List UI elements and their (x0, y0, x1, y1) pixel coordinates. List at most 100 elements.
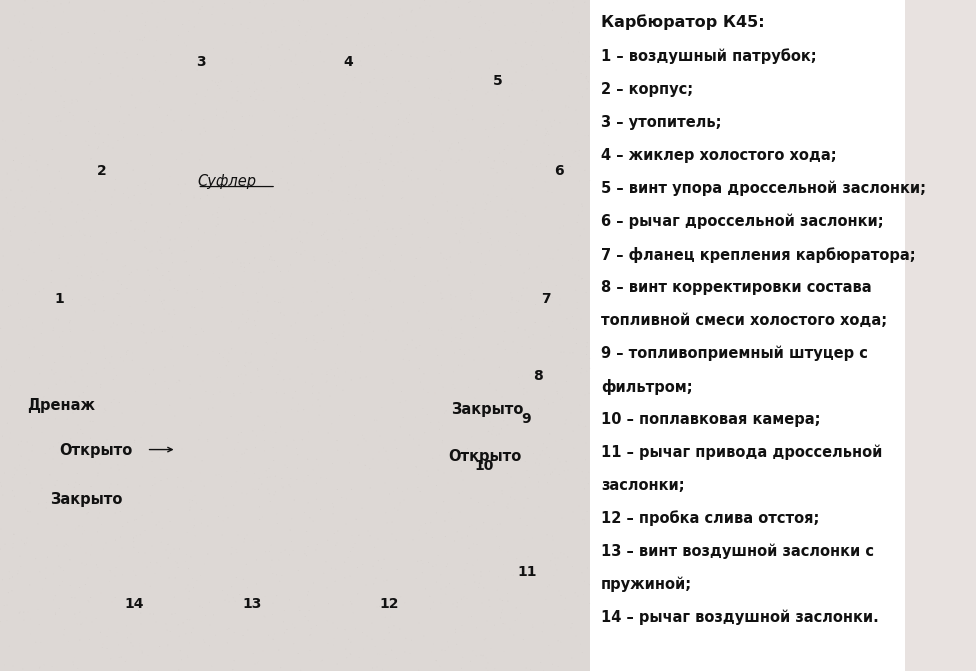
Point (499, 501, 514, 512)
Point (50, 475, 65, 486)
Point (214, 471, 229, 482)
Point (338, 624, 353, 635)
Point (266, 205, 282, 215)
Point (549, 564, 564, 575)
Point (253, 231, 268, 242)
Point (465, 101, 480, 111)
Point (547, 150, 562, 160)
Point (541, 105, 556, 116)
Point (239, 444, 255, 455)
Point (236, 448, 252, 458)
Point (395, 412, 411, 423)
Point (242, 0, 258, 7)
Point (376, 13, 391, 23)
Point (263, 426, 278, 437)
Point (371, 556, 386, 566)
Point (266, 105, 282, 115)
Point (189, 363, 205, 374)
Point (471, 156, 487, 167)
Point (467, 393, 482, 403)
Point (156, 304, 172, 315)
Point (46, 1, 61, 11)
Point (272, 266, 288, 277)
Point (381, 454, 396, 465)
Point (451, 248, 467, 259)
Point (380, 72, 395, 83)
Point (497, 20, 512, 31)
Point (506, 570, 521, 580)
Point (0, 544, 9, 554)
Point (401, 219, 417, 229)
Point (180, 288, 195, 299)
Point (85, 299, 101, 310)
Point (91, 401, 106, 411)
Point (457, 133, 472, 144)
Point (549, 64, 564, 75)
Point (571, 420, 587, 431)
Point (12, 551, 27, 562)
Point (6, 155, 21, 166)
Point (288, 59, 304, 70)
Point (305, 464, 321, 475)
Point (571, 255, 587, 266)
Point (67, 592, 83, 603)
Point (57, 450, 72, 460)
Point (519, 135, 535, 146)
Point (451, 2, 467, 13)
Point (70, 522, 86, 533)
Point (83, 450, 99, 460)
Point (557, 604, 573, 615)
Point (79, 509, 95, 519)
Point (49, 379, 64, 390)
Point (159, 110, 175, 121)
Point (422, 323, 437, 334)
Point (110, 276, 126, 287)
Point (446, 366, 462, 377)
Point (69, 270, 85, 281)
Point (82, 634, 98, 645)
Point (265, 568, 281, 579)
Point (150, 7, 166, 18)
Point (572, 28, 588, 38)
Point (478, 89, 494, 99)
Point (531, 635, 547, 646)
Point (189, 89, 205, 99)
Point (554, 151, 570, 162)
Point (266, 629, 282, 639)
Point (174, 125, 189, 136)
Point (88, 186, 103, 197)
Point (370, 51, 386, 62)
Point (547, 115, 562, 125)
Point (480, 227, 496, 238)
Point (154, 299, 170, 309)
Point (527, 175, 543, 186)
Point (415, 558, 430, 569)
Point (2, 382, 18, 393)
Point (420, 217, 435, 228)
Point (247, 315, 263, 326)
Point (226, 388, 242, 399)
Point (236, 266, 252, 277)
Point (372, 601, 387, 612)
Point (293, 236, 308, 247)
Text: 9 – топливоприемный штуцер с: 9 – топливоприемный штуцер с (601, 346, 868, 361)
Point (399, 484, 415, 495)
Point (316, 118, 332, 129)
Point (296, 405, 311, 415)
Point (434, 645, 450, 656)
Point (235, 127, 251, 138)
Point (189, 575, 205, 586)
Point (265, 442, 281, 453)
Point (34, 42, 50, 52)
Point (71, 391, 87, 401)
Point (107, 535, 123, 546)
Point (328, 564, 344, 574)
Point (0, 354, 15, 365)
Point (186, 513, 202, 524)
Point (105, 317, 121, 328)
Point (330, 484, 346, 495)
Point (452, 488, 468, 499)
Point (502, 91, 517, 102)
Point (0, 660, 13, 670)
Text: 6 – рычаг дроссельной заслонки;: 6 – рычаг дроссельной заслонки; (601, 213, 883, 229)
